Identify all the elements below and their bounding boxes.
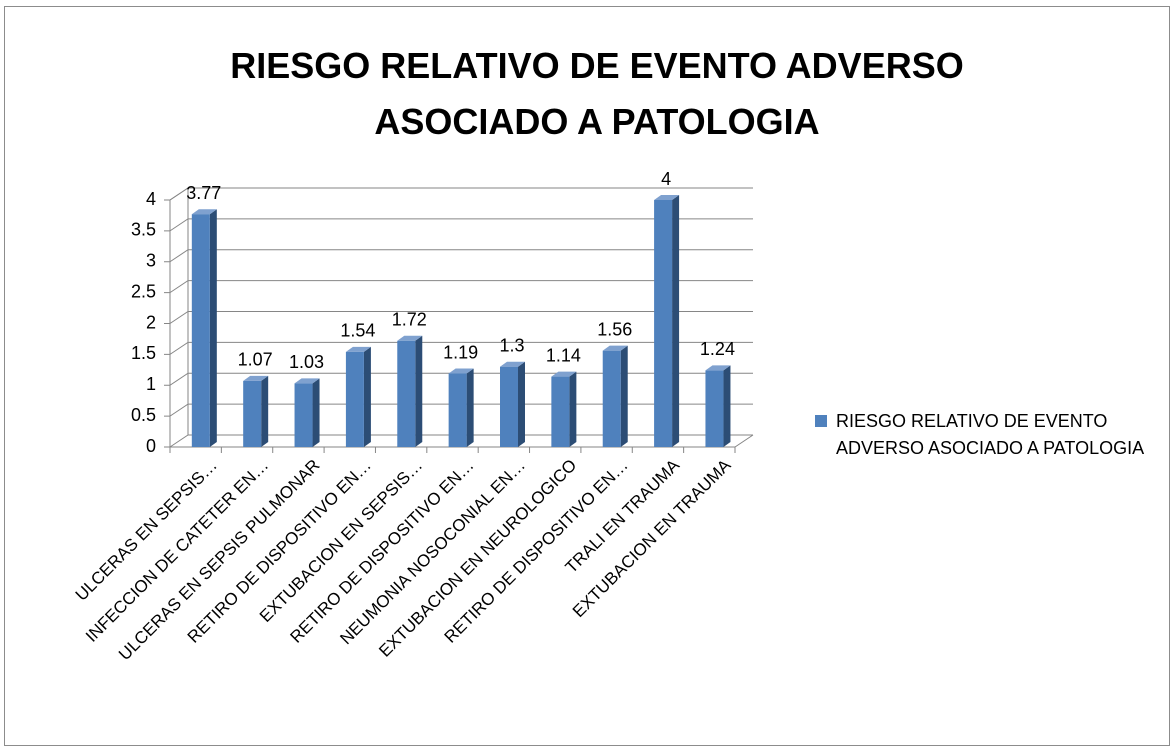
bar-side xyxy=(363,346,371,447)
bar-top xyxy=(551,371,577,377)
y-tick-label: 3.5 xyxy=(131,220,156,240)
data-label: 1.54 xyxy=(340,321,375,341)
bar xyxy=(243,380,262,447)
y-tick-label: 0 xyxy=(146,436,156,456)
bar-top xyxy=(500,361,525,367)
y-tick-label: 1 xyxy=(146,374,156,394)
x-tick-label: RETIRO DE DISPOSITIVO EN… xyxy=(441,456,632,647)
legend-label: RIESGO RELATIVO DE EVENTO ADVERSO ASOCIA… xyxy=(836,411,1145,458)
legend-marker xyxy=(815,415,827,427)
bar-side xyxy=(466,368,474,447)
y-tick-label: 0.5 xyxy=(131,405,156,425)
bar-top xyxy=(654,195,680,200)
bar xyxy=(345,351,364,447)
bar-top xyxy=(448,368,474,374)
chart-title: RIESGO RELATIVO DE EVENTO ADVERSO ASOCIA… xyxy=(230,45,964,142)
grid-line xyxy=(169,341,753,355)
data-label: 3.77 xyxy=(186,183,221,203)
bar xyxy=(654,200,673,447)
y-tick-label: 2 xyxy=(146,312,156,332)
bar xyxy=(500,366,518,447)
data-label: 1.56 xyxy=(597,319,632,339)
data-label: 1.07 xyxy=(238,350,273,370)
bar-side xyxy=(672,195,680,447)
grid-line xyxy=(169,249,753,263)
data-label: 1.72 xyxy=(392,310,427,330)
y-tick-label: 4 xyxy=(146,189,156,209)
grid-line xyxy=(169,311,753,324)
bar xyxy=(705,370,724,447)
bar-top xyxy=(243,375,269,381)
bar xyxy=(397,340,416,447)
bar xyxy=(294,383,313,447)
x-tick-label: INFECCION DE CATETER EN… xyxy=(82,456,272,646)
data-label: 1.19 xyxy=(443,342,478,362)
x-tick-label: NEUMONIA NOSOCONIAL EN… xyxy=(336,456,529,649)
y-tick-label: 2.5 xyxy=(131,281,156,301)
bar-top xyxy=(397,335,423,341)
bar-top xyxy=(345,346,371,352)
chart-border xyxy=(4,6,1170,746)
bar-side xyxy=(261,375,269,447)
bar xyxy=(602,350,621,447)
bar-top xyxy=(191,209,217,215)
bar-side xyxy=(569,371,577,447)
bar xyxy=(448,373,467,447)
bar-side xyxy=(415,335,423,447)
data-label: 1.14 xyxy=(546,345,581,365)
x-tick-label: RETIRO DE DISPOSITIVO EN… xyxy=(287,456,478,647)
bar-top xyxy=(602,345,628,351)
y-tick-label: 1.5 xyxy=(131,343,156,363)
bar xyxy=(191,214,210,447)
x-tick-label: RETIRO DE DISPOSITIVO EN… xyxy=(184,456,375,647)
data-label: 1.03 xyxy=(289,352,324,372)
data-label: 1.3 xyxy=(499,335,524,355)
grid-line xyxy=(169,280,753,294)
bar-side xyxy=(620,345,628,447)
data-label: 4 xyxy=(661,169,671,189)
bar-top xyxy=(294,378,320,384)
bar-side xyxy=(312,378,320,447)
bar-side xyxy=(518,361,525,447)
bar-side xyxy=(209,209,217,447)
grid-line xyxy=(169,187,753,201)
grid-line xyxy=(169,218,753,232)
bar-top xyxy=(705,365,731,371)
data-label: 1.24 xyxy=(700,339,735,359)
y-tick-label: 3 xyxy=(146,251,156,271)
bar xyxy=(551,376,570,447)
bar-side xyxy=(723,365,731,447)
